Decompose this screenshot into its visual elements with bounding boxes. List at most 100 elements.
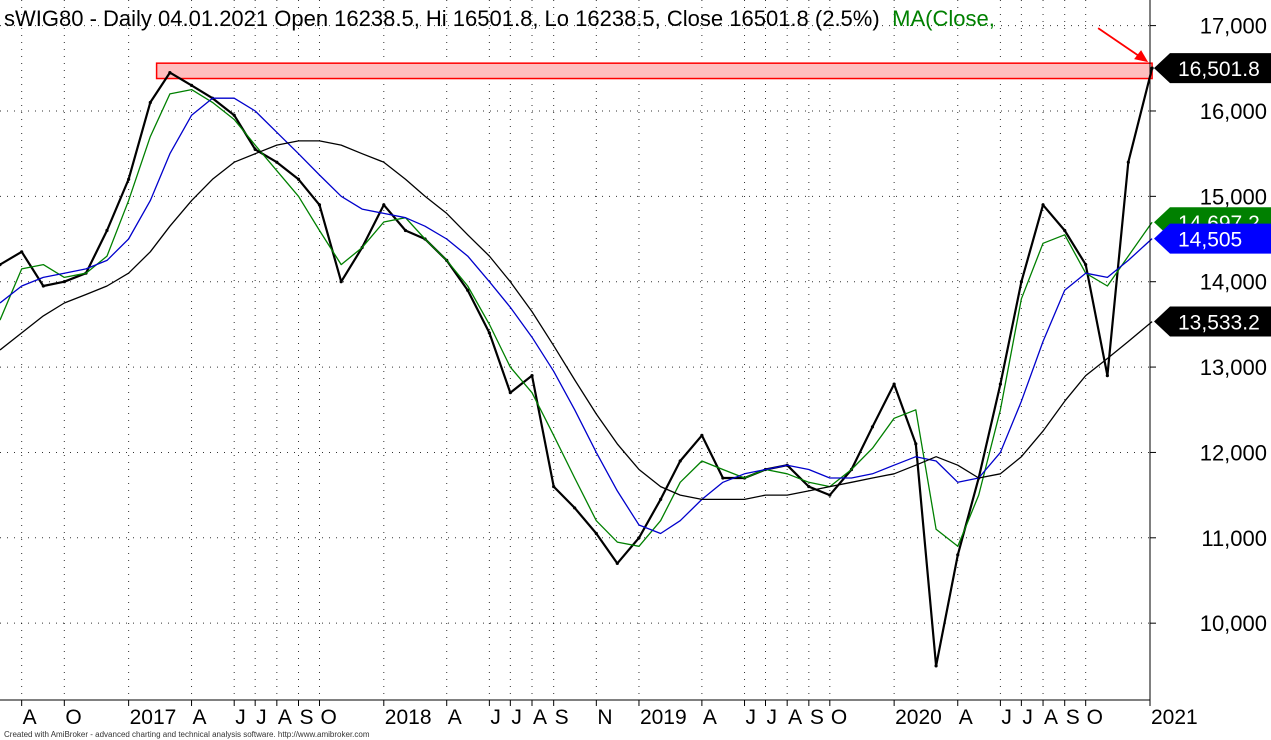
price-point bbox=[1126, 160, 1130, 164]
y-tick-label: 16,000 bbox=[1200, 99, 1267, 124]
x-tick-label: A bbox=[788, 706, 802, 729]
x-tick-label: O bbox=[1087, 706, 1103, 729]
x-tick-label: J bbox=[1001, 706, 1012, 729]
price-point bbox=[1150, 66, 1154, 70]
price-point bbox=[41, 284, 45, 288]
y-tick-label: 14,000 bbox=[1200, 270, 1267, 295]
price-point bbox=[317, 203, 322, 207]
x-tick-label: O bbox=[320, 706, 336, 729]
value-tag bbox=[1154, 223, 1271, 254]
price-point bbox=[189, 83, 194, 87]
chart-title-main: sWIG80 - Daily 04.01.2021 Open 16238.5, … bbox=[4, 6, 880, 31]
price-point bbox=[594, 531, 598, 536]
price-point bbox=[1063, 228, 1067, 233]
price-axis: 10,000 11,000 12,000 13,000 14,000 15,000 16,0… bbox=[1150, 14, 1267, 636]
x-tick-label: S bbox=[1066, 706, 1080, 729]
price-point bbox=[105, 228, 109, 233]
price-point bbox=[1105, 374, 1109, 378]
x-tick-label: S bbox=[810, 706, 824, 729]
price-point bbox=[573, 506, 577, 510]
y-tick-label: 17,000 bbox=[1200, 14, 1267, 39]
price-point bbox=[914, 442, 918, 446]
moving-averages bbox=[0, 88, 1153, 547]
x-tick-label: J bbox=[490, 706, 501, 729]
ma-line-1 bbox=[0, 88, 1153, 547]
x-tick-label: 2019 bbox=[640, 706, 687, 729]
price-point bbox=[168, 70, 172, 75]
x-tick-label: J bbox=[511, 706, 522, 729]
price-point bbox=[700, 433, 704, 437]
credit-text: Created with AmiBroker - advanced charti… bbox=[4, 730, 370, 739]
price-point bbox=[253, 147, 257, 151]
price-series bbox=[0, 66, 1154, 668]
value-tag-label: 16,501.8 bbox=[1178, 58, 1260, 81]
price-point bbox=[530, 374, 534, 378]
date-axis: A O 2017 A J J A S O 2018 A J J A S N 2019 A J J A S O 2020 A J J A… bbox=[21, 700, 1198, 729]
price-point bbox=[934, 664, 938, 668]
x-tick-label: A bbox=[278, 706, 292, 729]
x-tick-label: 2017 bbox=[130, 706, 177, 729]
arrow-shaft bbox=[1097, 27, 1143, 59]
price-point bbox=[870, 425, 875, 429]
price-point bbox=[1019, 280, 1023, 284]
price-line bbox=[0, 67, 1154, 668]
x-tick-label: A bbox=[533, 706, 547, 729]
price-point bbox=[0, 263, 2, 267]
price-point bbox=[615, 561, 619, 566]
chart-title: sWIG80 - Daily 04.01.2021 Open 16238.5, … bbox=[4, 6, 995, 31]
x-tick-label: J bbox=[767, 706, 778, 729]
price-point bbox=[275, 160, 279, 164]
y-tick-label: 10,000 bbox=[1200, 611, 1267, 636]
annotation-arrow bbox=[1097, 27, 1149, 63]
x-tick-label: J bbox=[256, 706, 267, 729]
x-tick-label: O bbox=[65, 706, 81, 729]
y-tick-label: 13,000 bbox=[1200, 355, 1267, 380]
price-point bbox=[62, 280, 66, 284]
price-point bbox=[659, 497, 663, 501]
price-point bbox=[1041, 203, 1045, 207]
price-point bbox=[466, 288, 470, 292]
value-tag-label: 14,505 bbox=[1178, 229, 1242, 252]
price-point bbox=[487, 331, 491, 335]
x-tick-label: A bbox=[959, 706, 973, 729]
price-point bbox=[956, 553, 960, 557]
x-tick-label: S bbox=[555, 706, 569, 729]
x-tick-label: A bbox=[193, 706, 207, 729]
price-point bbox=[1084, 263, 1088, 267]
price-point bbox=[20, 250, 24, 254]
price-point bbox=[382, 203, 386, 207]
price-point bbox=[678, 459, 682, 463]
x-tick-label: A bbox=[1044, 706, 1058, 729]
price-point bbox=[721, 476, 725, 480]
x-tick-label: O bbox=[831, 706, 847, 729]
x-tick-label: A bbox=[703, 706, 717, 729]
value-tag bbox=[1154, 53, 1271, 84]
price-point bbox=[637, 536, 641, 540]
y-tick-label: 12,000 bbox=[1200, 440, 1267, 465]
ma-line-3 bbox=[0, 140, 1153, 501]
arrow-head bbox=[1134, 50, 1149, 63]
x-tick-label: J bbox=[746, 706, 757, 729]
price-point bbox=[148, 100, 152, 105]
x-tick-label: 2020 bbox=[895, 706, 942, 729]
grid bbox=[0, 0, 1151, 700]
resistance-zone bbox=[155, 62, 1153, 80]
value-tag-label: 13,533.2 bbox=[1178, 312, 1260, 335]
value-tag bbox=[1154, 306, 1271, 337]
price-point bbox=[339, 280, 343, 284]
price-point bbox=[296, 177, 301, 181]
x-tick-label: N bbox=[597, 706, 612, 729]
price-point bbox=[403, 228, 408, 233]
y-tick-label: 11,000 bbox=[1201, 526, 1267, 551]
y-tick-label: 15,000 bbox=[1200, 184, 1267, 209]
x-tick-label: 2018 bbox=[385, 706, 432, 729]
price-point bbox=[127, 177, 131, 181]
price-point bbox=[807, 484, 811, 489]
price-point bbox=[828, 493, 832, 497]
x-tick-label: 2021 bbox=[1151, 706, 1198, 729]
price-point bbox=[508, 391, 512, 395]
price-point bbox=[998, 382, 1002, 386]
x-tick-label: J bbox=[1022, 706, 1033, 729]
ma-line-2 bbox=[0, 97, 1153, 535]
